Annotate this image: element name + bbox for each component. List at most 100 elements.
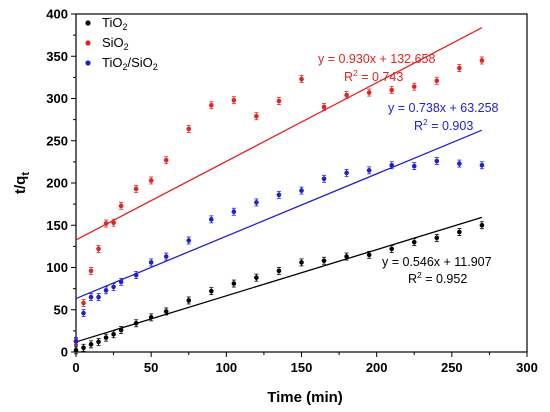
data-point-tio2-1 — [81, 343, 86, 352]
marker — [209, 102, 214, 108]
data-point-tio2-sio2-20 — [411, 162, 417, 171]
marker — [276, 98, 282, 104]
legend-marker — [85, 20, 91, 26]
data-point-sio2-23 — [479, 56, 485, 65]
marker — [389, 87, 395, 93]
r2-superscript: 2 — [353, 68, 358, 78]
marker — [389, 162, 395, 168]
marker — [133, 320, 139, 326]
legend-label: TiO2/SiO2 — [102, 55, 158, 72]
legend-entry-tio2: TiO2 — [85, 15, 127, 32]
fit-annotation-tio2-sio2: y = 0.738x + 63.258 R2 = 0.903 — [388, 101, 499, 133]
y-axis-title-main: t/q — [12, 176, 29, 194]
data-point-tio2-5 — [111, 330, 116, 339]
marker — [321, 258, 327, 264]
marker — [479, 162, 485, 168]
data-point-tio2-23 — [479, 221, 485, 230]
x-tick-label-2: 100 — [215, 360, 237, 375]
y-axis-title-sub: t — [20, 172, 32, 176]
marker — [344, 170, 349, 176]
marker — [148, 178, 154, 183]
fit-r-squared: R2 = 0.903 — [414, 117, 473, 133]
marker — [118, 279, 124, 285]
fit-equation: y = 0.546x + 11.907 — [382, 255, 492, 269]
r2-prefix: R — [344, 70, 353, 84]
legend-entry-tio2-sio2: TiO2/SiO2 — [85, 55, 158, 72]
marker — [148, 315, 154, 320]
marker — [457, 229, 462, 235]
marker — [88, 294, 94, 300]
data-point-sio2-20 — [411, 82, 417, 91]
legend-marker — [85, 60, 91, 66]
marker — [111, 284, 116, 290]
data-point-tio2-sio2-18 — [366, 166, 372, 175]
data-point-tio2-21 — [434, 234, 440, 242]
data-point-sio2-14 — [276, 97, 282, 105]
marker — [389, 246, 395, 252]
marker — [276, 268, 282, 274]
r2-superscript: 2 — [417, 270, 422, 280]
marker — [111, 331, 116, 337]
marker — [299, 76, 304, 82]
marker — [163, 309, 169, 314]
marker — [321, 104, 327, 110]
marker — [133, 186, 139, 192]
r2-value: = 0.903 — [428, 119, 474, 133]
fit-line-tio2-sio2 — [75, 129, 483, 300]
data-point-tio2-3 — [96, 337, 101, 346]
marker — [148, 260, 154, 265]
marker — [96, 339, 101, 345]
data-point-tio2-8 — [148, 313, 154, 322]
marker — [209, 288, 214, 294]
data-point-sio2-1 — [81, 299, 86, 307]
data-point-tio2-sio2-3 — [96, 293, 101, 301]
marker — [299, 260, 304, 265]
marker — [103, 221, 109, 226]
marker — [118, 327, 124, 333]
marker — [81, 300, 86, 306]
data-point-tio2-sio2-1 — [81, 309, 86, 318]
marker — [254, 200, 259, 205]
fit-line-tio2 — [75, 216, 483, 343]
data-point-sio2-6 — [118, 201, 124, 210]
y-tick-label-2: 100 — [46, 260, 68, 275]
y-tick-label-6: 300 — [46, 91, 68, 106]
data-point-tio2-sio2-19 — [389, 161, 395, 170]
marker — [163, 254, 169, 259]
data-point-tio2-sio2-6 — [118, 277, 124, 286]
data-point-sio2-12 — [231, 96, 237, 105]
legend-label-sub: 2 — [122, 62, 127, 72]
marker — [103, 288, 109, 293]
data-point-tio2-20 — [411, 238, 417, 247]
r2-value: = 0.743 — [358, 70, 404, 84]
data-point-tio2-sio2-15 — [299, 186, 304, 195]
x-tick-label-1: 50 — [144, 360, 158, 375]
data-point-tio2-16 — [321, 256, 327, 265]
axis-ticks: 0 50 100 150 200 250 300 0 50 100 150 200 250 300 350 4… — [46, 7, 538, 376]
marker — [96, 246, 101, 252]
marker — [411, 84, 417, 89]
data-point-tio2-7 — [133, 319, 139, 328]
data-point-tio2-6 — [118, 326, 124, 334]
data-point-tio2-14 — [276, 266, 282, 275]
legend-label-base: TiO — [102, 55, 122, 70]
fit-line-sio2 — [75, 27, 483, 241]
y-tick-label-8: 400 — [46, 7, 68, 22]
marker — [344, 92, 349, 98]
marker — [434, 78, 440, 84]
data-point-tio2-sio2-14 — [276, 190, 282, 199]
legend-label: TiO2 — [102, 15, 127, 32]
marker — [276, 192, 282, 198]
marker — [88, 268, 94, 274]
y-axis-title: t/qt — [12, 172, 32, 194]
data-point-sio2-10 — [186, 125, 192, 133]
legend-label-sub2: 2 — [153, 62, 158, 72]
marker — [254, 113, 259, 119]
data-point-sio2-11 — [209, 101, 214, 110]
fit-r-squared: R2 = 0.743 — [344, 68, 403, 84]
data-point-tio2-sio2-11 — [209, 215, 214, 224]
marker — [81, 345, 86, 351]
data-point-sio2-22 — [457, 64, 462, 72]
